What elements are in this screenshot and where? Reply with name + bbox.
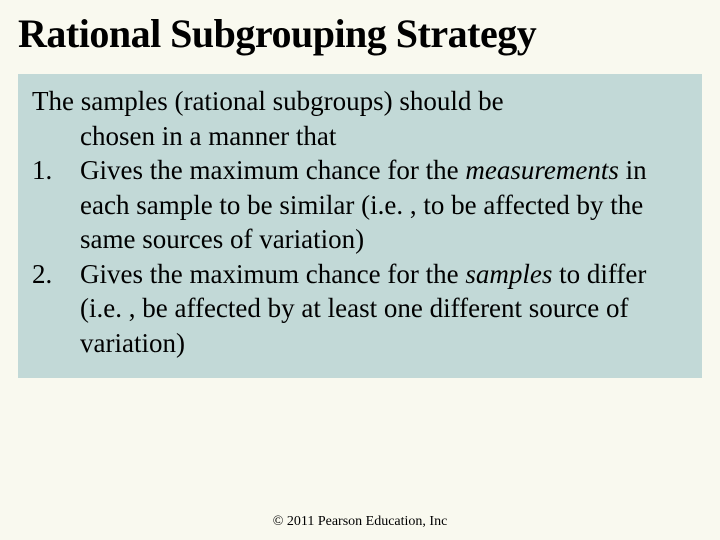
list-number: 2. — [32, 257, 80, 361]
list-text: Gives the maximum chance for the samples… — [80, 257, 688, 361]
intro-line-1: The samples (rational subgroups) should … — [32, 84, 688, 119]
intro-line-2: chosen in a manner that — [32, 119, 688, 154]
slide-title: Rational Subgrouping Strategy — [18, 12, 702, 56]
item-pre: Gives the maximum chance for the — [80, 155, 465, 185]
item-pre: Gives the maximum chance for the — [80, 259, 465, 289]
list-text: Gives the maximum chance for the measure… — [80, 153, 688, 257]
list-item: 2. Gives the maximum chance for the samp… — [32, 257, 688, 361]
item-em: samples — [465, 259, 552, 289]
list-number: 1. — [32, 153, 80, 257]
item-em: measurements — [465, 155, 618, 185]
list-item: 1. Gives the maximum chance for the meas… — [32, 153, 688, 257]
content-box: The samples (rational subgroups) should … — [18, 74, 702, 378]
copyright-footer: © 2011 Pearson Education, Inc — [0, 514, 720, 530]
